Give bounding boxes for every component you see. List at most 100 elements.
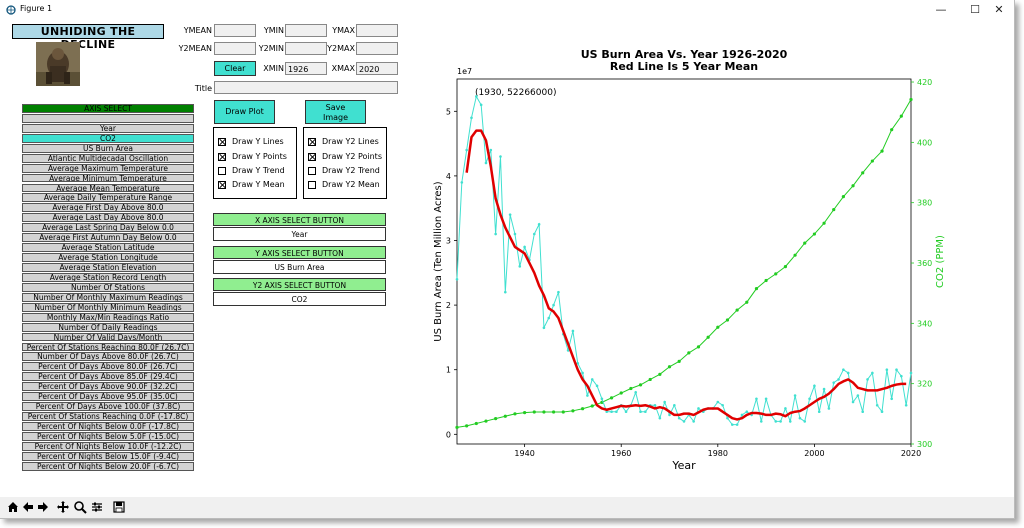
co2-point	[677, 359, 681, 363]
axis-option[interactable]: Percent Of Days Above 85.0F (29.4C)	[22, 372, 194, 382]
axis-option[interactable]: Percent Of Nights Below 5.0F (-15.0C)	[22, 431, 194, 441]
y2-lines-checkbox[interactable]	[308, 138, 316, 146]
axis-option[interactable]: Number Of Monthly Minimum Readings	[22, 302, 194, 312]
y2min-field[interactable]	[285, 42, 327, 55]
back-icon[interactable]	[21, 500, 35, 514]
axis-option[interactable]: Percent Of Nights Below 10.0F (-12.2C)	[22, 441, 194, 451]
y2-mean-label: Draw Y2 Mean	[322, 180, 380, 189]
save-image-button[interactable]: Save Image	[305, 100, 366, 124]
burn-area-point	[479, 103, 483, 107]
burn-area-point	[523, 245, 526, 249]
burn-area-point	[817, 410, 821, 413]
burn-area-point	[798, 416, 802, 420]
chart-title: US Burn Area Vs. Year 1926-2020	[581, 48, 788, 61]
axis-option[interactable]: Monthly Max/Min Readings Ratio	[22, 312, 194, 322]
xmax-field[interactable]: 2020	[356, 62, 398, 75]
xmin-field[interactable]: 1926	[285, 62, 327, 75]
y-axis-label: US Burn Area (Ten Million Acres)	[433, 181, 444, 341]
y-offset-label: 1e7	[457, 67, 472, 76]
y-points-label: Draw Y Points	[232, 152, 287, 161]
axis-option[interactable]: Number Of Monthly Maximum Readings	[22, 292, 194, 302]
x-axis-select-button[interactable]: X AXIS SELECT BUTTON	[213, 213, 386, 226]
axis-option[interactable]: Percent Of Days Above 90.0F (32.2C)	[22, 382, 194, 392]
co2-point	[909, 97, 913, 102]
axis-option[interactable]: Percent Of Days Above 80.0F (26.7C)	[22, 362, 194, 372]
axis-option[interactable]	[22, 113, 194, 123]
y2-axis-select-button[interactable]: Y2 AXIS SELECT BUTTON	[213, 278, 386, 291]
y2-trend-checkbox[interactable]	[308, 167, 316, 175]
y2max-field[interactable]	[356, 42, 398, 55]
y-lines-option[interactable]: Draw Y Lines	[218, 136, 284, 148]
axis-option[interactable]: Percent Of Stations Reaching 0.0F (-17.8…	[22, 412, 194, 421]
burn-area-point	[755, 397, 758, 401]
axis-option[interactable]: Number Of Stations	[22, 282, 194, 292]
ymin-field[interactable]	[285, 24, 327, 37]
axis-option[interactable]: Average Station Elevation	[22, 263, 194, 272]
burn-area-point	[470, 116, 473, 120]
app-window: Figure 1 — ☐ ✕ UNHIDING THE DECLINE YMEA…	[0, 0, 1015, 519]
axis-option[interactable]: Percent Of Nights Below 20.0F (-6.7C)	[22, 461, 194, 471]
y-mean-option[interactable]: Draw Y Mean	[218, 179, 285, 191]
maximize-button[interactable]: ☐	[970, 3, 980, 16]
co2-point	[667, 365, 672, 369]
axis-option[interactable]: Average Station Record Length	[22, 272, 194, 282]
zoom-icon[interactable]	[73, 500, 87, 514]
clear-button[interactable]: Clear	[214, 61, 256, 76]
title-field[interactable]	[214, 81, 398, 94]
axis-option[interactable]: US Burn Area	[22, 143, 194, 153]
axis-option[interactable]: Average First Day Above 80.0	[22, 203, 194, 213]
axis-option[interactable]: Average Daily Temperature Range	[22, 193, 194, 203]
burn-area-point	[837, 378, 840, 381]
home-icon[interactable]	[6, 500, 20, 514]
y2-mean-option[interactable]: Draw Y2 Mean	[308, 179, 380, 191]
axis-option[interactable]: Average Minimum Temperature	[22, 173, 194, 183]
close-button[interactable]: ✕	[994, 3, 1004, 16]
axis-option[interactable]: Average Last Day Above 80.0	[22, 213, 194, 223]
axis-option[interactable]: Average Last Spring Day Below 0.0	[22, 223, 194, 233]
burn-area-point	[455, 277, 459, 281]
axis-option[interactable]: Average Mean Temperature	[22, 183, 194, 193]
axis-option[interactable]: Percent Of Days Above 95.0F (35.0C)	[22, 392, 194, 402]
axis-option[interactable]: Average Station Latitude	[22, 243, 194, 253]
axis-option[interactable]: Average First Autumn Day Below 0.0	[22, 233, 194, 243]
axis-option[interactable]: Average Maximum Temperature	[22, 163, 194, 173]
y-points-option[interactable]: Draw Y Points	[218, 151, 287, 163]
ymean-field[interactable]	[214, 24, 256, 37]
ymax-field[interactable]	[356, 24, 398, 37]
y2-points-label: Draw Y2 Points	[322, 152, 382, 161]
y-trend-checkbox[interactable]	[218, 167, 226, 175]
pan-icon[interactable]	[56, 500, 70, 514]
y2-points-checkbox[interactable]	[308, 153, 316, 161]
axis-option[interactable]: Atlantic Multidecadal Oscillation	[22, 153, 194, 163]
axis-option[interactable]: Number Of Daily Readings	[22, 322, 194, 332]
y-mean-checkbox[interactable]	[218, 181, 226, 189]
y-trend-option[interactable]: Draw Y Trend	[218, 165, 285, 177]
y2-trend-option[interactable]: Draw Y2 Trend	[308, 165, 380, 177]
y2-lines-option[interactable]: Draw Y2 Lines	[308, 136, 379, 148]
axis-option[interactable]: Year	[22, 123, 194, 133]
draw-plot-button[interactable]: Draw Plot	[214, 100, 275, 124]
x-axis-value: Year	[213, 227, 386, 241]
y2mean-field[interactable]	[214, 42, 256, 55]
co2-point	[822, 221, 826, 225]
y2-points-option[interactable]: Draw Y2 Points	[308, 151, 382, 163]
axis-option[interactable]: Percent Of Nights Below 15.0F (-9.4C)	[22, 451, 194, 461]
y-points-checkbox[interactable]	[218, 153, 226, 161]
co2-point	[523, 411, 527, 415]
burn-area-point	[586, 394, 589, 397]
axis-option[interactable]: CO2	[22, 133, 194, 143]
axis-option[interactable]: Percent Of Days Above 100.0F (37.8C)	[22, 402, 194, 412]
axis-option[interactable]: Average Station Longitude	[22, 253, 194, 262]
axis-option[interactable]: Percent Of Nights Below 0.0F (-17.8C)	[22, 422, 194, 431]
forward-icon[interactable]	[36, 500, 50, 514]
y2-tick-label: 320	[917, 380, 932, 389]
y2-mean-checkbox[interactable]	[308, 181, 316, 189]
configure-icon[interactable]	[90, 500, 104, 514]
axis-option[interactable]: Number Of Days Above 80.0F (26.7C)	[22, 352, 194, 362]
minimize-button[interactable]: —	[935, 3, 947, 16]
axis-option[interactable]: Number Of Valid Days/Month	[22, 332, 194, 342]
y-lines-checkbox[interactable]	[218, 138, 226, 146]
axis-option[interactable]: Percent Of Stations Reaching 80.0F (26.7…	[22, 342, 194, 352]
save-icon[interactable]	[112, 500, 126, 514]
y-axis-select-button[interactable]: Y AXIS SELECT BUTTON	[213, 246, 386, 259]
